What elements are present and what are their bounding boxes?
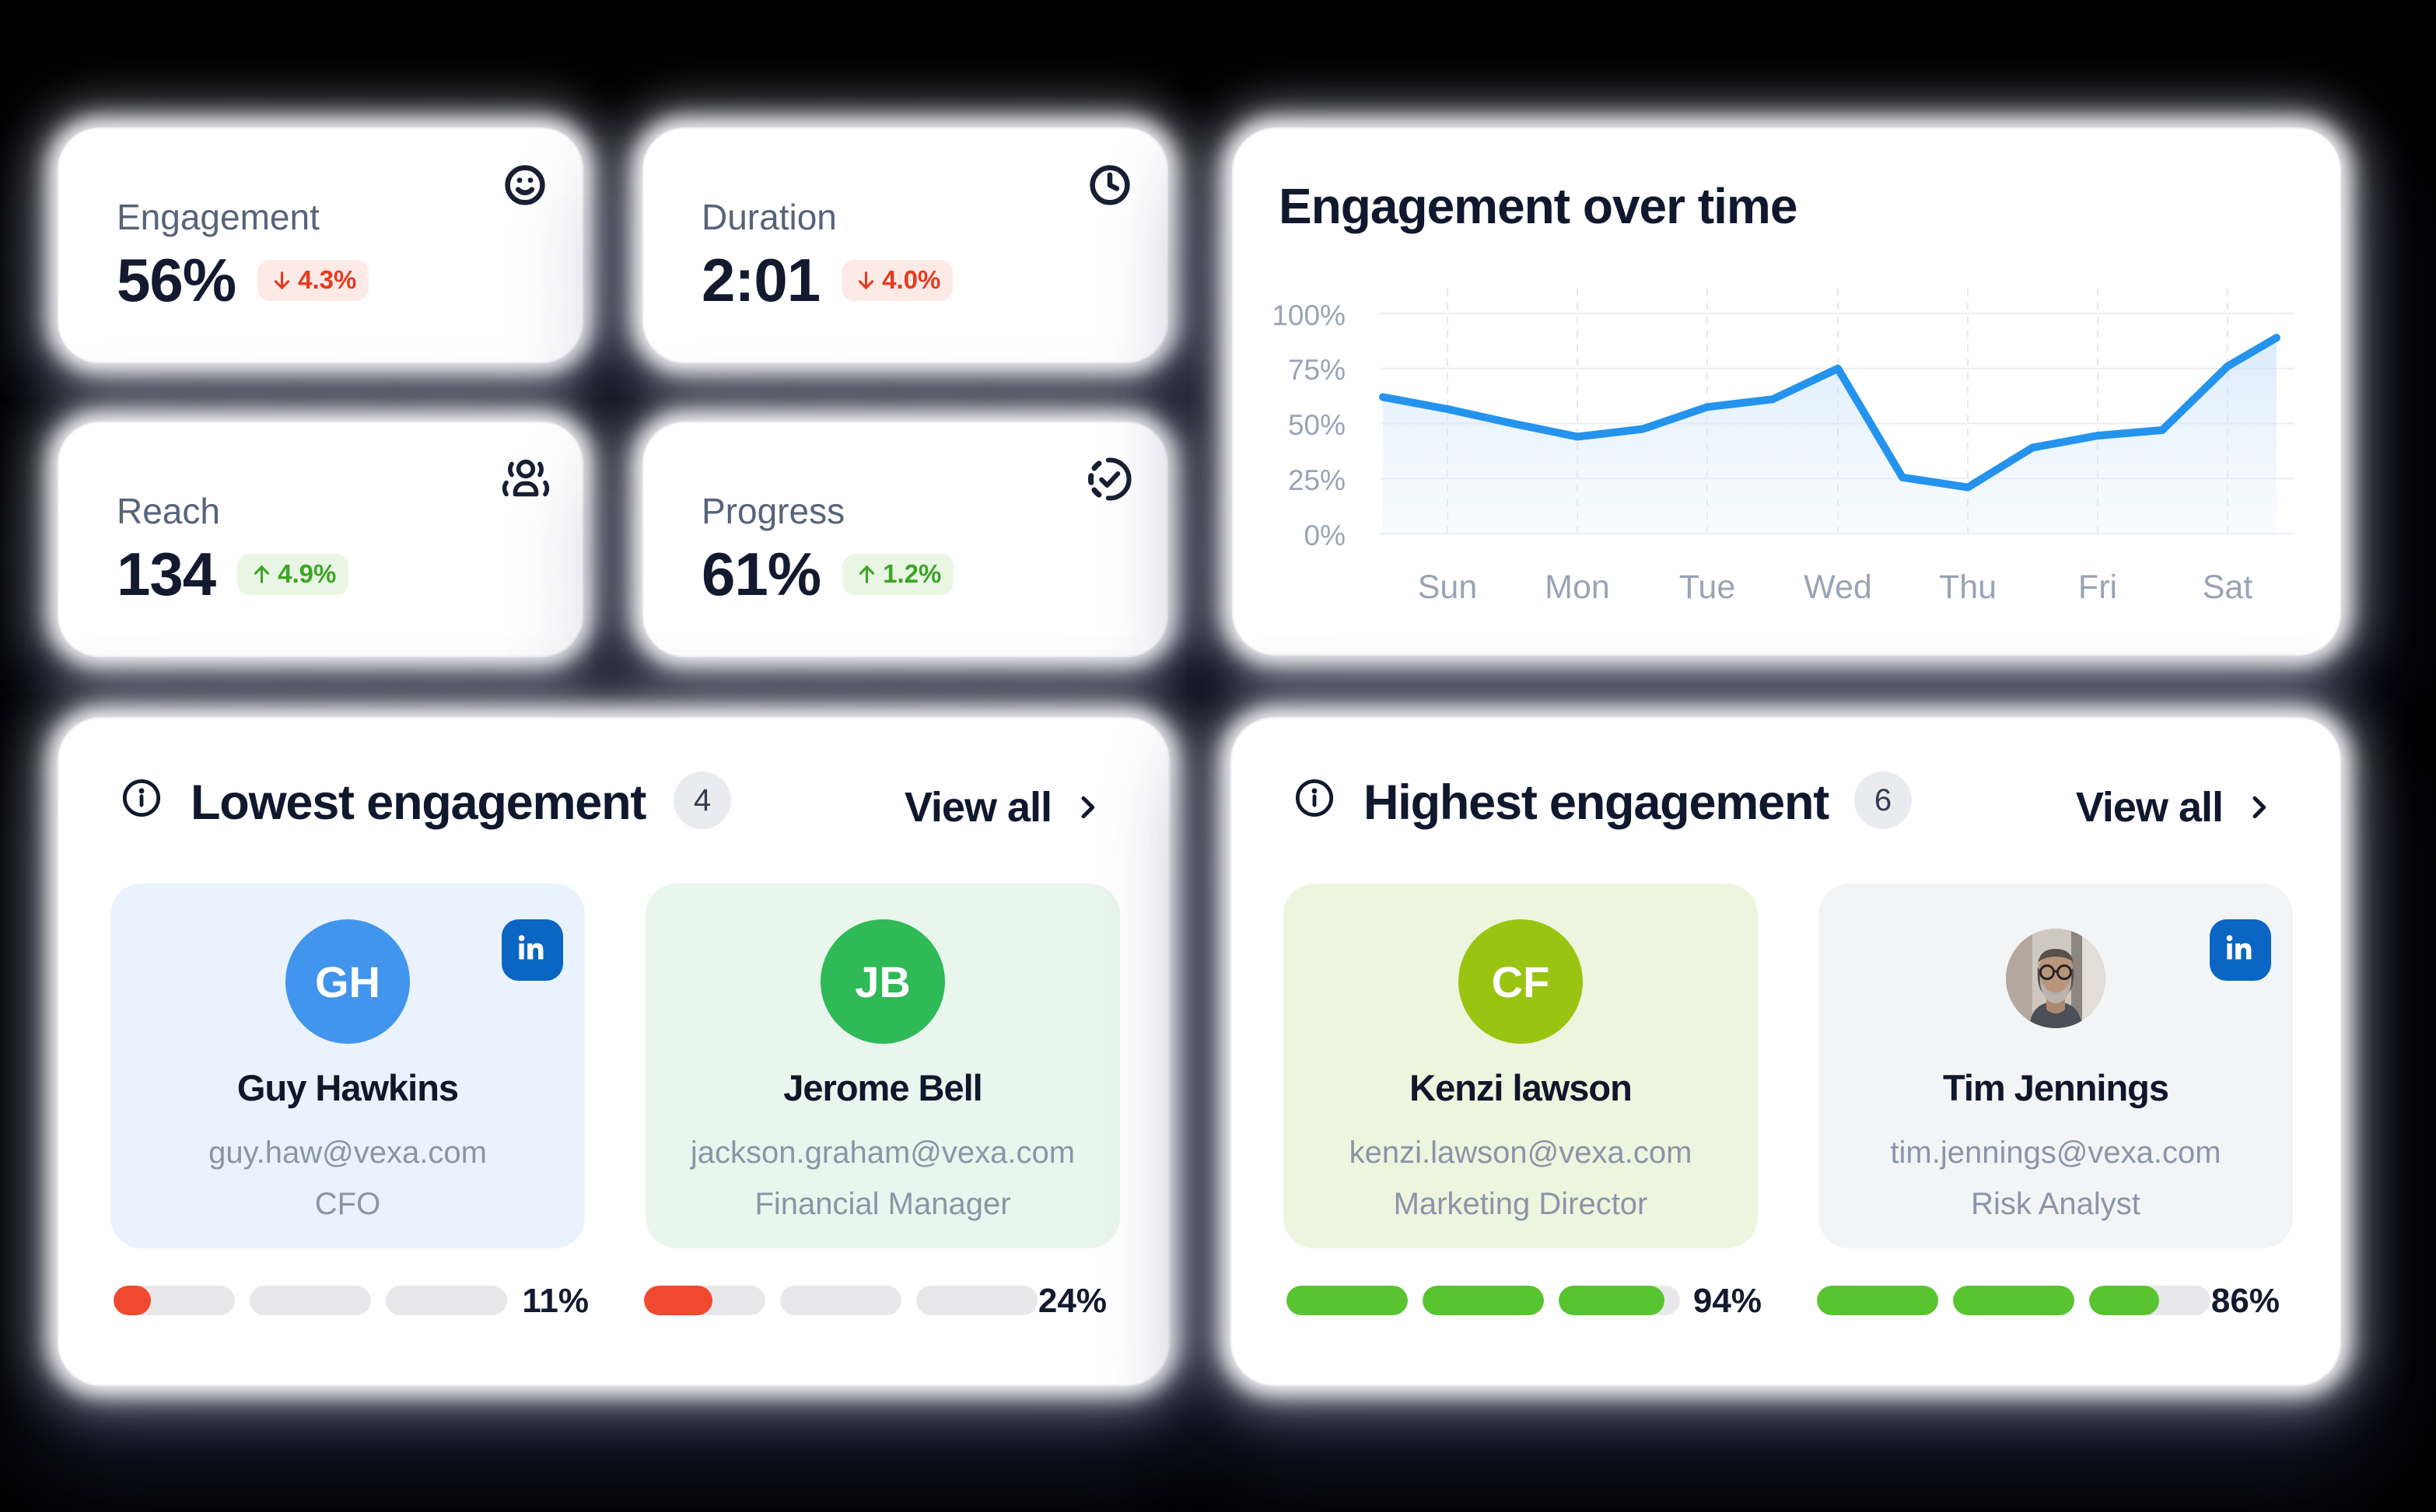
svg-text:Fri: Fri — [2078, 569, 2117, 606]
svg-text:0%: 0% — [1304, 520, 1346, 551]
svg-text:Sat: Sat — [2203, 569, 2253, 606]
svg-text:Sun: Sun — [1418, 569, 1478, 606]
svg-text:100%: 100% — [1272, 299, 1346, 331]
svg-text:Mon: Mon — [1545, 569, 1610, 606]
svg-text:Tue: Tue — [1679, 569, 1736, 606]
svg-text:50%: 50% — [1288, 409, 1346, 441]
svg-text:Wed: Wed — [1804, 569, 1872, 606]
svg-text:Thu: Thu — [1939, 569, 1997, 606]
svg-text:75%: 75% — [1288, 354, 1346, 386]
svg-text:25%: 25% — [1288, 464, 1346, 496]
